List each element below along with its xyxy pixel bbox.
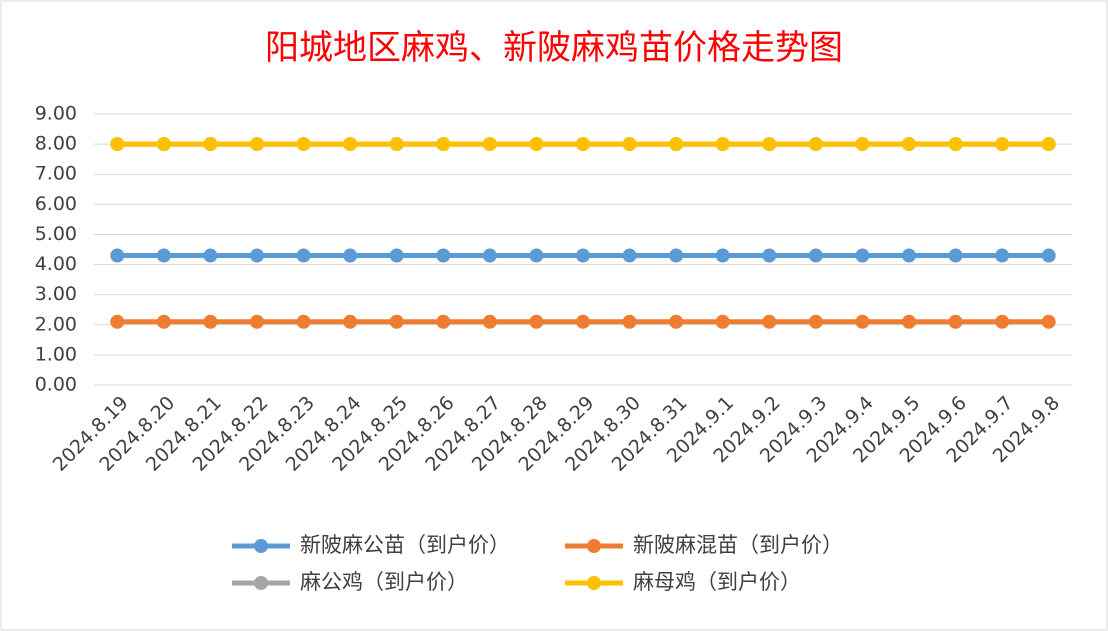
point-marker bbox=[808, 137, 823, 152]
point-marker bbox=[948, 248, 963, 263]
point-marker bbox=[156, 314, 171, 329]
point-marker bbox=[576, 248, 590, 263]
point-marker bbox=[902, 248, 916, 263]
point-marker bbox=[110, 314, 125, 329]
y-tick-label: 8.00 bbox=[35, 133, 77, 155]
legend-marker bbox=[587, 576, 601, 590]
point-marker bbox=[389, 314, 404, 329]
point-marker bbox=[296, 248, 311, 263]
point-marker bbox=[669, 248, 684, 263]
point-marker bbox=[482, 137, 497, 152]
point-marker bbox=[250, 248, 264, 263]
point-marker bbox=[250, 137, 264, 152]
legend-label: 麻公鸡（到户价） bbox=[300, 570, 468, 594]
point-marker bbox=[715, 137, 730, 152]
point-marker bbox=[203, 314, 218, 329]
y-tick-label: 7.00 bbox=[35, 163, 77, 185]
point-marker bbox=[576, 314, 590, 329]
point-marker bbox=[855, 137, 870, 152]
legend-marker bbox=[587, 539, 601, 553]
point-marker bbox=[948, 137, 963, 152]
legend-label: 麻母鸡（到户价） bbox=[633, 570, 801, 594]
point-marker bbox=[343, 137, 358, 152]
point-marker bbox=[622, 248, 637, 263]
point-marker bbox=[762, 137, 777, 152]
point-marker bbox=[296, 314, 311, 329]
point-marker bbox=[110, 137, 125, 152]
y-tick-label: 1.00 bbox=[35, 343, 77, 365]
point-marker bbox=[622, 314, 637, 329]
point-marker bbox=[529, 248, 544, 263]
y-tick-label: 9.00 bbox=[35, 103, 77, 125]
point-marker bbox=[1041, 248, 1056, 263]
y-tick-label: 4.00 bbox=[35, 253, 77, 275]
point-marker bbox=[343, 314, 358, 329]
point-marker bbox=[389, 137, 404, 152]
point-marker bbox=[436, 248, 451, 263]
legend-marker bbox=[254, 576, 268, 590]
y-tick-label: 6.00 bbox=[35, 193, 77, 215]
point-marker bbox=[529, 314, 544, 329]
point-marker bbox=[156, 248, 171, 263]
point-marker bbox=[855, 314, 870, 329]
point-marker bbox=[250, 314, 264, 329]
y-tick-label: 0.00 bbox=[35, 374, 77, 396]
point-marker bbox=[995, 137, 1010, 152]
point-marker bbox=[948, 314, 963, 329]
point-marker bbox=[576, 137, 590, 152]
point-marker bbox=[389, 248, 404, 263]
point-marker bbox=[808, 248, 823, 263]
point-marker bbox=[902, 137, 916, 152]
point-marker bbox=[855, 248, 870, 263]
y-tick-label: 3.00 bbox=[35, 283, 77, 305]
point-marker bbox=[1041, 314, 1056, 329]
y-tick-label: 2.00 bbox=[35, 313, 77, 335]
point-marker bbox=[156, 137, 171, 152]
point-marker bbox=[110, 248, 125, 263]
point-marker bbox=[529, 137, 544, 152]
point-marker bbox=[715, 248, 730, 263]
point-marker bbox=[995, 248, 1010, 263]
point-marker bbox=[436, 137, 451, 152]
point-marker bbox=[669, 314, 684, 329]
legend-label: 新陂麻混苗（到户价） bbox=[633, 533, 843, 557]
legend-label: 新陂麻公苗（到户价） bbox=[300, 533, 510, 557]
point-marker bbox=[669, 137, 684, 152]
point-marker bbox=[203, 137, 218, 152]
point-marker bbox=[482, 314, 497, 329]
chart-title: 阳城地区麻鸡、新陂麻鸡苗价格走势图 bbox=[265, 28, 843, 68]
point-marker bbox=[622, 137, 637, 152]
point-marker bbox=[482, 248, 497, 263]
legend-marker bbox=[254, 539, 268, 553]
point-marker bbox=[296, 137, 311, 152]
point-marker bbox=[203, 248, 218, 263]
point-marker bbox=[715, 314, 730, 329]
point-marker bbox=[902, 314, 916, 329]
y-tick-label: 5.00 bbox=[35, 223, 77, 245]
point-marker bbox=[808, 314, 823, 329]
point-marker bbox=[762, 314, 777, 329]
point-marker bbox=[762, 248, 777, 263]
point-marker bbox=[1041, 137, 1056, 152]
point-marker bbox=[995, 314, 1010, 329]
point-marker bbox=[343, 248, 358, 263]
point-marker bbox=[436, 314, 451, 329]
